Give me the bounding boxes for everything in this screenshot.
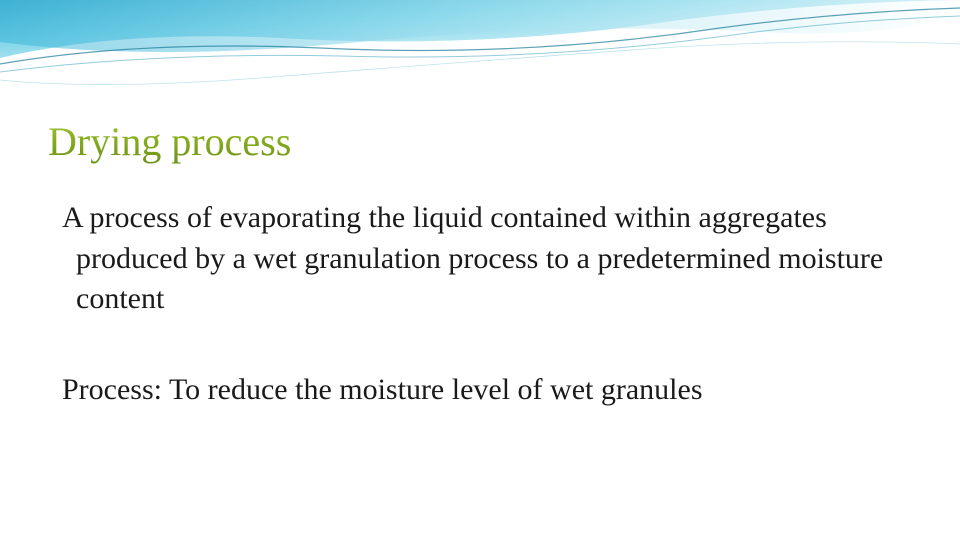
header-wave-decoration — [0, 0, 960, 110]
paragraph-process: Process: To reduce the moisture level of… — [62, 370, 900, 411]
wave-svg — [0, 0, 960, 110]
slide-title: Drying process — [48, 118, 291, 165]
paragraph-definition: A process of evaporating the liquid cont… — [62, 198, 900, 320]
